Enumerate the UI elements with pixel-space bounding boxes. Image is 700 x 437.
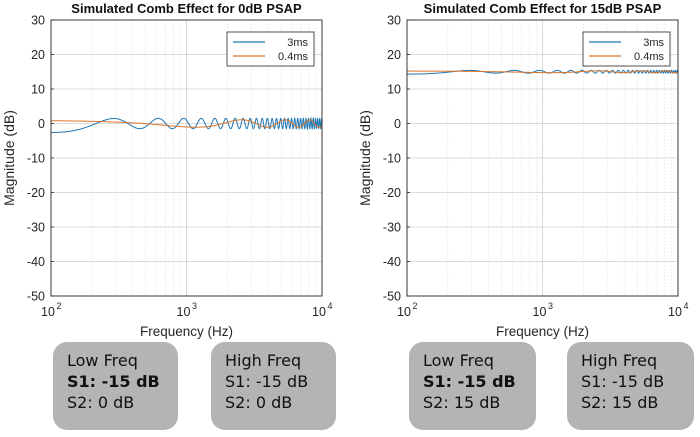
y-tick-label: -30	[383, 221, 401, 235]
box-s1-value: S1: -15 dB	[423, 372, 516, 391]
x-tick-exponent: 3	[548, 301, 553, 311]
box-s2-value: S2: 15 dB	[423, 393, 501, 412]
legend-box	[582, 31, 671, 67]
chart-title: Simulated Comb Effect for 0dB PSAP	[71, 1, 302, 16]
box-s1-value: S1: -15 dB	[581, 372, 665, 391]
x-tick-label: 10	[533, 305, 547, 319]
box-heading: Low Freq	[423, 351, 494, 370]
x-axis-label: Frequency (Hz)	[140, 324, 233, 339]
x-tick-label: 10	[177, 305, 191, 319]
x-tick-exponent: 2	[412, 301, 417, 311]
x-tick-exponent: 4	[683, 301, 688, 311]
chart-title: Simulated Comb Effect for 15dB PSAP	[424, 1, 662, 16]
y-tick-label: -50	[383, 290, 401, 304]
y-tick-label: 0	[394, 117, 401, 131]
x-tick-label: 10	[312, 305, 326, 319]
y-tick-label: -20	[383, 186, 401, 200]
x-axis-label: Frequency (Hz)	[496, 324, 589, 339]
series-line-0.4ms	[407, 70, 678, 74]
low-freq-box-0db: Low Freq S1: -15 dB S2: 0 dB	[53, 342, 178, 430]
y-tick-label: -40	[383, 255, 401, 269]
series-line-3ms	[51, 116, 322, 133]
y-tick-label: -20	[27, 186, 45, 200]
x-tick-exponent: 2	[56, 301, 61, 311]
high-freq-box-15db: High Freq S1: -15 dB S2: 15 dB	[567, 342, 694, 430]
y-tick-label: 30	[387, 14, 401, 28]
x-tick-label: 10	[41, 305, 55, 319]
box-s2-value: S2: 0 dB	[225, 393, 293, 412]
legend: 3ms 0.4ms	[582, 31, 671, 67]
y-axis-label: Magnitude (dB)	[1, 110, 17, 206]
series-line-0.4ms	[51, 119, 322, 128]
y-tick-label: 0	[38, 117, 45, 131]
y-tick-label: -40	[27, 255, 45, 269]
box-heading: High Freq	[225, 351, 302, 370]
high-freq-box-0db: High Freq S1: -15 dB S2: 0 dB	[211, 342, 336, 430]
y-tick-label: -30	[27, 221, 45, 235]
x-tick-exponent: 3	[192, 301, 197, 311]
low-freq-box-15db: Low Freq S1: -15 dB S2: 15 dB	[409, 342, 536, 430]
box-heading: High Freq	[581, 351, 658, 370]
y-tick-label: -50	[27, 290, 45, 304]
box-s2-value: S2: 0 dB	[67, 393, 135, 412]
box-s2-value: S2: 15 dB	[581, 393, 659, 412]
y-axis-label: Magnitude (dB)	[357, 110, 373, 206]
y-tick-label: -10	[383, 152, 401, 166]
x-tick-label: 10	[397, 305, 411, 319]
box-s1-value: S1: -15 dB	[67, 372, 160, 391]
y-tick-label: 10	[387, 83, 401, 97]
y-tick-label: 30	[31, 14, 45, 28]
x-tick-label: 10	[668, 305, 682, 319]
legend: 3ms 0.4ms	[226, 31, 315, 67]
box-heading: Low Freq	[67, 351, 138, 370]
legend-label-3ms: 3ms	[643, 37, 664, 49]
legend-label-0.4ms: 0.4ms	[634, 51, 664, 63]
y-tick-label: 20	[387, 48, 401, 62]
legend-label-3ms: 3ms	[287, 37, 308, 49]
y-tick-label: 10	[31, 83, 45, 97]
legend-label-0.4ms: 0.4ms	[278, 51, 308, 63]
y-tick-label: 20	[31, 48, 45, 62]
x-tick-exponent: 4	[327, 301, 332, 311]
box-s1-value: S1: -15 dB	[225, 372, 309, 391]
legend-box	[226, 31, 315, 67]
y-tick-label: -10	[27, 152, 45, 166]
